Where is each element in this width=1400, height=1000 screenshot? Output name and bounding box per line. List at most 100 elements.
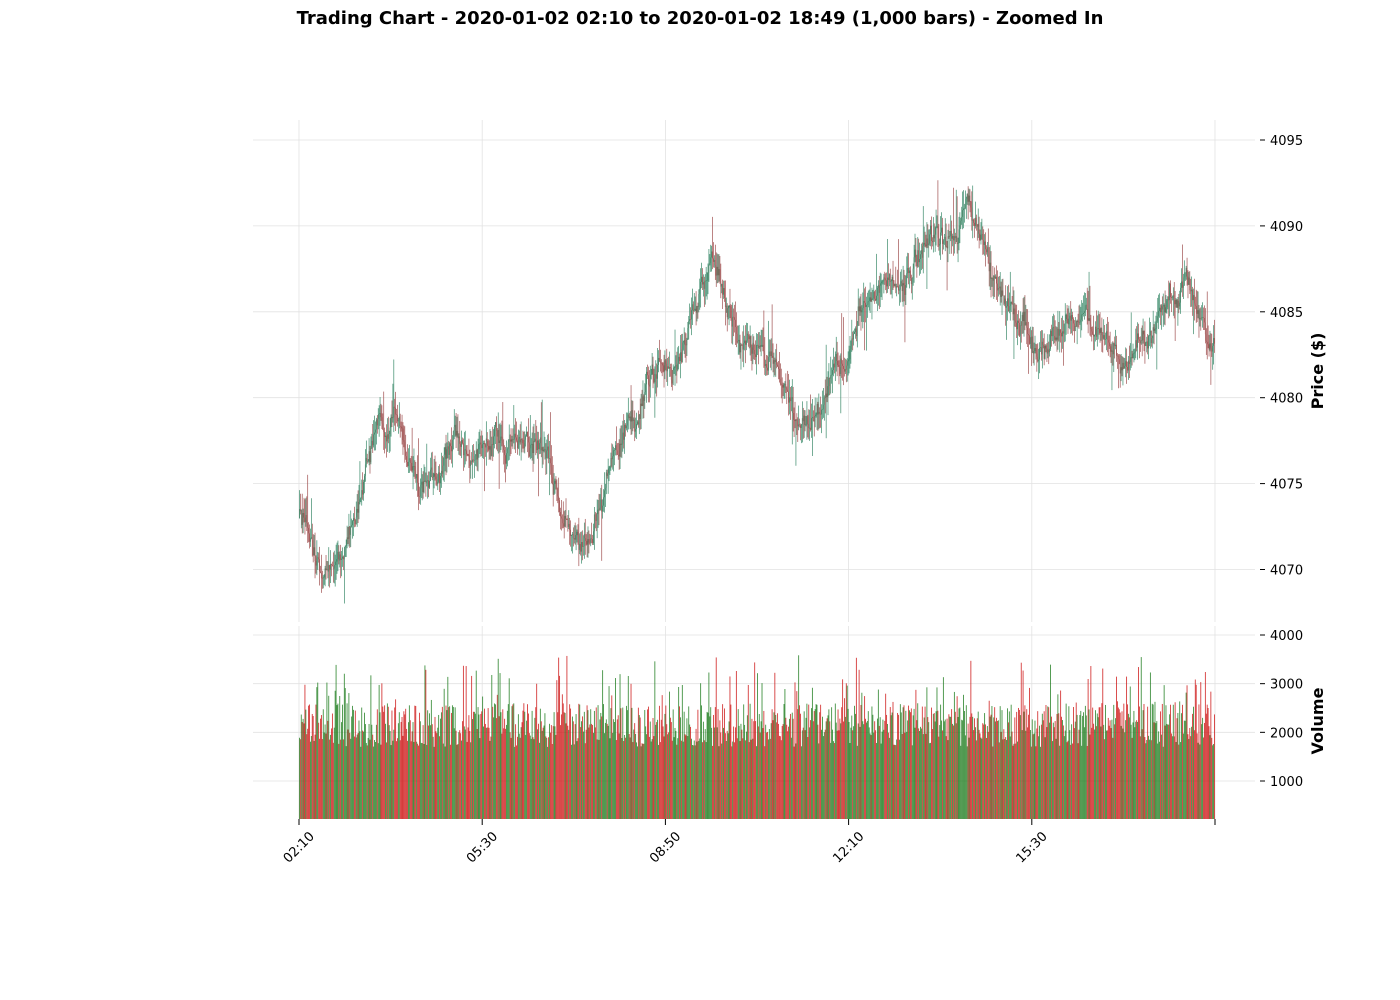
- candle-body: [1123, 362, 1125, 369]
- volume-bar: [872, 714, 874, 819]
- candle-body: [415, 470, 417, 479]
- volume-bar: [1046, 727, 1048, 819]
- volume-bar: [646, 734, 648, 819]
- volume-bar: [363, 731, 364, 819]
- candle-body: [644, 392, 646, 401]
- candle-body: [1174, 300, 1176, 305]
- candle-body: [1048, 349, 1050, 353]
- volume-bar: [1081, 745, 1083, 819]
- candle-body: [535, 438, 537, 442]
- candle-body: [333, 568, 335, 570]
- volume-bar: [641, 743, 643, 819]
- candle-body: [669, 367, 670, 369]
- candle-body: [942, 240, 944, 244]
- volume-bar: [628, 734, 630, 819]
- candle-body: [1208, 344, 1210, 350]
- candle-body: [528, 436, 529, 443]
- candle-body: [1154, 328, 1156, 331]
- candle-body: [869, 297, 871, 301]
- volume-bar: [439, 736, 441, 819]
- volume-bar: [444, 746, 446, 819]
- candle-body: [617, 450, 619, 455]
- candle-body: [1021, 314, 1023, 326]
- volume-bar: [479, 738, 481, 819]
- candle-body: [896, 286, 897, 288]
- volume-bar: [645, 726, 647, 819]
- volume-bar: [931, 707, 932, 819]
- volume-bar: [343, 673, 345, 819]
- volume-bar: [679, 706, 681, 819]
- volume-bar: [532, 737, 534, 819]
- volume-bar: [815, 704, 817, 819]
- volume-bar: [486, 727, 488, 819]
- volume-bar: [911, 745, 913, 819]
- volume-bar: [567, 725, 569, 819]
- volume-bar: [961, 719, 963, 819]
- volume-bar: [379, 712, 381, 819]
- candle-body: [623, 432, 624, 440]
- candle-body: [910, 278, 912, 285]
- volume-bar: [348, 693, 350, 819]
- candle-body: [843, 365, 844, 369]
- candle-body: [534, 438, 536, 441]
- candle-body: [494, 427, 495, 437]
- volume-bar: [1128, 717, 1130, 819]
- candle-body: [342, 556, 343, 559]
- candle-body: [307, 523, 308, 528]
- candle-body: [826, 393, 828, 398]
- volume-bar: [683, 711, 685, 819]
- volume-bar: [781, 726, 783, 819]
- volume-bar: [1057, 694, 1059, 819]
- candle-body: [350, 526, 352, 535]
- volume-bar: [605, 719, 607, 819]
- volume-bar: [1112, 737, 1114, 819]
- candle-body: [834, 363, 836, 368]
- candle-body: [981, 234, 983, 235]
- candle-body: [560, 516, 562, 519]
- candle-body: [984, 241, 985, 245]
- volume-bar: [657, 719, 659, 819]
- volume-bar: [1131, 737, 1133, 819]
- candle-body: [803, 415, 805, 422]
- volume-bar: [659, 742, 661, 819]
- volume-bar: [540, 721, 542, 819]
- candle-body: [454, 424, 456, 427]
- candle-body: [707, 272, 709, 281]
- candle-body: [1058, 328, 1060, 336]
- candle-body: [596, 514, 598, 521]
- volume-bar: [384, 705, 386, 819]
- candle-body: [863, 300, 864, 308]
- candle-body: [808, 424, 810, 429]
- volume-bar: [648, 736, 650, 819]
- candle-body: [635, 428, 636, 432]
- volume-bar: [430, 699, 432, 819]
- volume-bar: [694, 745, 696, 819]
- volume-bar: [1109, 720, 1111, 819]
- volume-bar: [1202, 717, 1204, 819]
- volume-bar: [771, 709, 773, 819]
- volume-bar: [376, 709, 378, 819]
- candle-body: [1207, 341, 1209, 345]
- volume-bar: [410, 741, 412, 819]
- candle-body: [788, 391, 789, 403]
- candle-body: [889, 273, 891, 282]
- volume-bar: [538, 723, 539, 819]
- candle-body: [303, 513, 305, 518]
- volume-bar: [1177, 712, 1179, 819]
- candle-body: [864, 300, 865, 303]
- candle-body: [1023, 311, 1025, 322]
- candle-body: [602, 505, 603, 512]
- volume-bar: [981, 738, 983, 819]
- candle-body: [1099, 328, 1101, 333]
- candle-body: [796, 419, 798, 420]
- volume-bar: [560, 714, 562, 819]
- volume-bar: [1211, 737, 1213, 819]
- volume-bar: [1150, 740, 1152, 819]
- candle-body: [1018, 322, 1020, 336]
- candle-body: [530, 444, 532, 449]
- volume-bar: [1110, 728, 1112, 819]
- volume-bar: [769, 738, 771, 819]
- volume-bar: [465, 666, 467, 819]
- volume-bar: [474, 713, 476, 819]
- candle-body: [798, 424, 799, 427]
